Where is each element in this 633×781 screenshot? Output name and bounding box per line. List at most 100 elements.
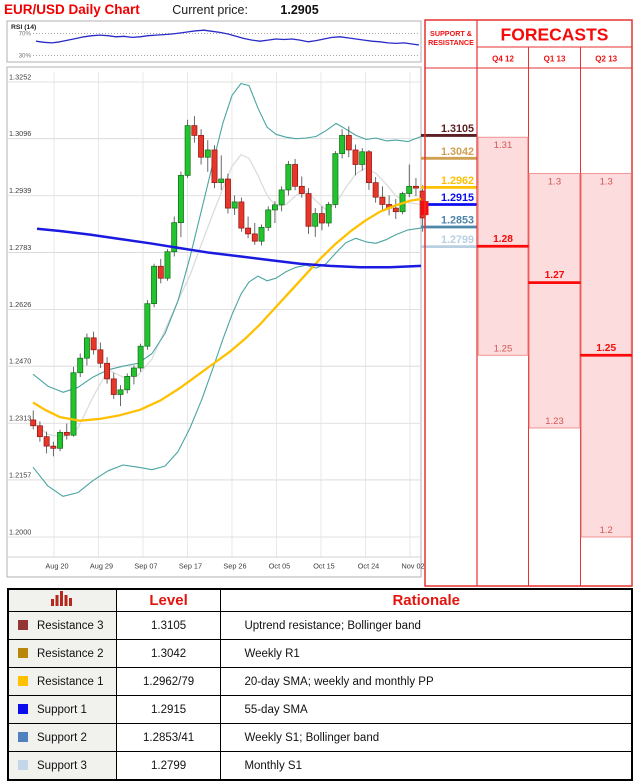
candle — [36, 425, 43, 438]
level-color-swatch — [18, 647, 28, 658]
candle — [345, 135, 352, 151]
forecast-quarter-label: Q2 13 — [595, 55, 617, 64]
forecast-range-bottom-label: 1.23 — [545, 416, 564, 427]
table-row: Resistance 1 1.2962/79 20-day SMA; weekly … — [7, 667, 633, 696]
x-axis-tick-label: Nov 02 — [401, 562, 424, 571]
forecast-target-label: 1.25 — [596, 343, 616, 354]
level-name-cell: Support 1 — [7, 695, 117, 724]
current-price-label: Current price: — [172, 3, 248, 17]
support-resistance-value: 1.2799 — [441, 234, 474, 246]
y-axis-tick-label: 1.2626 — [9, 300, 31, 309]
table-header-row: Level Rationale — [7, 588, 633, 612]
candle — [204, 149, 211, 158]
bar-chart-icon-bar — [60, 591, 64, 606]
y-axis-tick-label: 1.2157 — [9, 470, 31, 479]
candle — [90, 337, 97, 351]
candle — [83, 337, 90, 359]
candle — [278, 189, 285, 206]
candle — [359, 151, 366, 165]
y-axis-tick-label: 1.2313 — [9, 414, 31, 423]
level-value-cell: 1.3042 — [115, 639, 222, 668]
candle — [151, 265, 158, 305]
candle — [124, 376, 131, 391]
support-resistance-panel: 1.3105 1.3042 1.2962 1.2915 1.2853 1.2799 — [421, 123, 477, 249]
bar-chart-icon — [51, 591, 73, 606]
rsi-gridline-label: 70% — [19, 31, 32, 38]
candle — [171, 222, 178, 253]
candle — [30, 419, 37, 427]
support-resistance-value: 1.3042 — [441, 146, 474, 158]
level-name: Support 1 — [37, 703, 87, 716]
candle — [177, 175, 184, 223]
bollinger-upper-line — [32, 82, 422, 393]
level-column-header: Level — [115, 588, 222, 612]
sr-header-line2: RESISTANCE — [428, 38, 474, 47]
forecast-range-top-label: 1.3 — [548, 177, 561, 188]
y-axis-tick-label: 1.2000 — [9, 527, 31, 536]
forecast-quarter-label: Q1 13 — [544, 55, 566, 64]
level-value-cell: 1.2799 — [115, 751, 222, 781]
bar-chart-icon-bar — [69, 598, 73, 606]
table-row: Support 2 1.2853/41 Weekly S1; Bollinger b… — [7, 723, 633, 752]
rsi-panel: RSI (14)70% 30% — [6, 20, 422, 63]
level-color-swatch — [18, 619, 28, 630]
candle — [285, 164, 292, 191]
level-name-cell: Resistance 1 — [7, 667, 117, 696]
candle — [57, 431, 64, 449]
sma10-line — [32, 154, 422, 438]
candle — [312, 213, 319, 227]
candle — [271, 204, 278, 211]
candle — [184, 125, 191, 176]
y-axis-tick-label: 1.2783 — [9, 243, 31, 252]
current-price-value: 1.2905 — [280, 3, 319, 17]
levels-table: Level Rationale Resistance 3 1.3105 Uptren… — [7, 588, 633, 781]
rationale-cell: 55-day SMA — [220, 695, 633, 724]
table-row: Support 3 1.2799 Monthly S1 — [7, 751, 633, 781]
forecast-range-box — [528, 173, 581, 429]
level-value-cell: 1.2962/79 — [115, 667, 222, 696]
rationale-cell: Monthly S1 — [220, 751, 633, 781]
sr-header-line1: SUPPORT & — [430, 29, 472, 38]
candle — [379, 196, 386, 205]
x-axis-tick-label: Oct 24 — [358, 562, 380, 571]
forecast-range-top-label: 1.31 — [494, 140, 513, 151]
table-row: Resistance 2 1.3042 Weekly R1 — [7, 639, 633, 668]
support-resistance-value: 1.2915 — [441, 192, 474, 204]
forecasts-title: FORECASTS — [501, 25, 609, 45]
candle — [104, 362, 111, 380]
candle — [198, 135, 205, 158]
table-row: Support 1 1.2915 55-day SMA — [7, 695, 633, 724]
y-axis-tick-label: 1.2470 — [9, 357, 31, 366]
level-name: Support 3 — [37, 759, 87, 772]
bar-chart-icon-cell — [7, 588, 117, 612]
candle — [251, 233, 258, 242]
candle — [352, 149, 359, 165]
candle — [70, 372, 77, 436]
x-axis-tick-label: Sep 17 — [179, 562, 202, 571]
level-color-swatch — [18, 731, 28, 742]
table-row: Resistance 3 1.3105 Uptrend resistance; Bo… — [7, 611, 633, 640]
rsi-gridline-label: 30% — [19, 53, 32, 60]
candle — [366, 151, 372, 184]
candle — [157, 265, 164, 279]
x-axis-tick-label: Aug 29 — [90, 562, 113, 571]
main-chart: 1.3252 1.3096 1.2939 1.2783 1.2626 1.2470 1.23… — [6, 66, 426, 578]
support-resistance-value: 1.2962 — [441, 175, 474, 187]
level-name: Resistance 2 — [37, 647, 104, 660]
candle — [218, 178, 225, 184]
level-name: Resistance 1 — [37, 675, 104, 688]
x-axis-tick-label: Oct 05 — [269, 562, 291, 571]
y-axis-tick-label: 1.3252 — [9, 73, 31, 82]
candle — [43, 436, 50, 447]
candle — [137, 345, 144, 369]
candle — [406, 185, 413, 194]
price-chart-canvas: RSI (14)70%30%1.32521.30961.29391.27831.… — [6, 19, 633, 587]
level-color-swatch — [18, 675, 28, 686]
chart-header: EUR/USD Daily Chart Current price: 1.290… — [4, 1, 319, 19]
y-axis-tick-label: 1.3096 — [9, 129, 31, 138]
candle — [211, 149, 218, 184]
level-name: Support 2 — [37, 731, 87, 744]
sma20-line — [32, 197, 422, 422]
level-value-cell: 1.2853/41 — [115, 723, 222, 752]
rationale-cell: Weekly R1 — [220, 639, 633, 668]
